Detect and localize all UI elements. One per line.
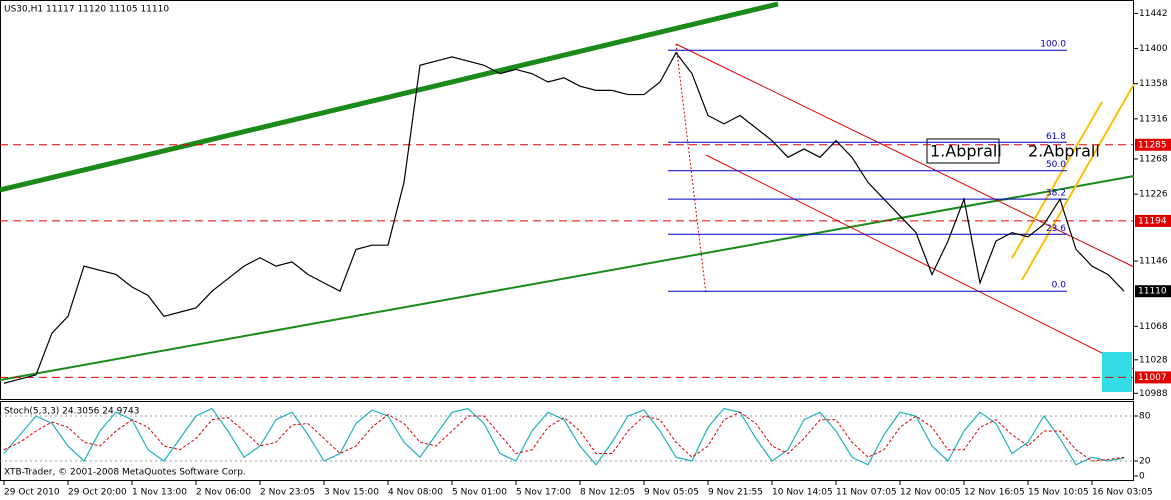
x-tick-label: 29 Oct 2010 [4, 488, 60, 498]
target-box [1102, 352, 1132, 392]
level-box [1135, 371, 1171, 384]
price-line [3, 407, 1125, 466]
y-tick-label: 80 [1139, 412, 1151, 422]
y-tick-label: 11316 [1139, 114, 1168, 124]
y-tick-label: 11268 [1139, 154, 1168, 164]
y-tick-label: 11358 [1139, 79, 1168, 89]
trend-line [0, 1, 779, 193]
level-label: 11007 [1138, 373, 1167, 383]
y-tick-label: 11146 [1139, 257, 1168, 267]
x-tick-label: 2 Nov 06:00 [196, 488, 251, 498]
channel-line [705, 154, 1135, 370]
x-tick-label: 9 Nov 21:55 [708, 488, 763, 498]
current-price: 11110 [1138, 287, 1167, 297]
fib-label: 100.0 [1040, 40, 1066, 50]
annotation-box [926, 138, 1000, 164]
x-tick-label: 8 Nov 12:05 [580, 488, 635, 498]
y-tick-label: 11028 [1139, 355, 1168, 365]
fib-label: 50.0 [1046, 160, 1066, 170]
y-tick-label: 0 [1139, 472, 1145, 482]
footer: XTB-Trader, © 2001-2008 MetaQuotes Softw… [4, 468, 246, 478]
x-tick-label: 9 Nov 05:05 [644, 488, 699, 498]
annotation: 1.Abprall [930, 142, 1002, 161]
x-tick-label: 11 Nov 07:05 [836, 488, 897, 498]
annotation: 2.Abprall [1028, 142, 1100, 161]
x-tick-label: 16 Nov 03:05 [1092, 488, 1153, 498]
stoch-title: Stoch(5,3,3) 24.3056 24.9743 [4, 407, 139, 417]
price-box [1135, 285, 1171, 298]
x-tick-label: 29 Oct 20:00 [68, 488, 127, 498]
x-tick-label: 15 Nov 10:05 [1028, 488, 1089, 498]
channel-line [675, 43, 1135, 268]
price-line [3, 51, 1125, 384]
y-tick-label: 11226 [1139, 190, 1168, 200]
y-tick-label: 11442 [1139, 9, 1168, 19]
y-tick-label: 11068 [1139, 322, 1168, 332]
x-tick-label: 10 Nov 14:05 [772, 488, 833, 498]
chart-title: US30,H1 11117 11120 11105 11110 [4, 5, 169, 15]
x-tick-label: 5 Nov 17:00 [516, 488, 571, 498]
fib-label: 0.0 [1052, 281, 1067, 291]
yellow-line [1011, 101, 1103, 259]
x-tick-label: 5 Nov 01:00 [452, 488, 507, 498]
level-label: 11285 [1138, 140, 1167, 150]
y-tick-label: 11400 [1139, 44, 1168, 54]
x-tick-label: 3 Nov 15:00 [324, 488, 379, 498]
level-box [1135, 138, 1171, 151]
fib-label: 61.8 [1046, 132, 1066, 142]
y-tick-label: 10988 [1139, 389, 1168, 399]
fib-label: 23.6 [1046, 224, 1066, 234]
y-tick-label: 20 [1139, 457, 1151, 467]
fib-anchor [675, 43, 707, 295]
price-line [3, 411, 1125, 462]
yellow-line [1021, 83, 1135, 281]
x-tick-label: 4 Nov 08:00 [388, 488, 443, 498]
x-tick-label: 1 Nov 13:00 [132, 488, 187, 498]
level-label: 11194 [1138, 216, 1167, 226]
main-frame [0, 0, 1134, 400]
trend-line [0, 175, 1135, 381]
x-tick-label: 12 Nov 16:05 [964, 488, 1025, 498]
stoch-frame [0, 401, 1134, 481]
x-tick-label: 2 Nov 23:05 [260, 488, 315, 498]
x-tick-label: 12 Nov 00:05 [900, 488, 961, 498]
level-box [1135, 214, 1171, 227]
fib-label: 38.2 [1046, 189, 1066, 199]
